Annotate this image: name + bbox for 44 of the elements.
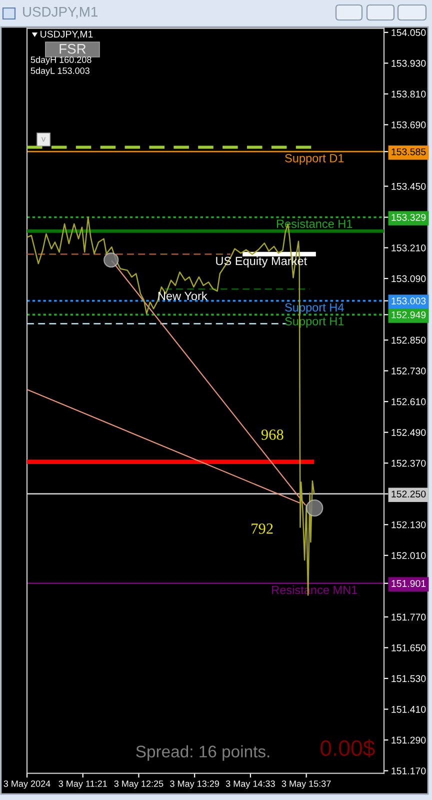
chart-title: USDJPY,M1 bbox=[23, 6, 98, 18]
annotation: 968 bbox=[261, 430, 284, 440]
y-tick-label: 154.050 bbox=[392, 29, 426, 36]
y-tick-label: 152.490 bbox=[392, 429, 426, 436]
y-tick-label: 151.650 bbox=[392, 644, 426, 652]
y-tick-label: 152.610 bbox=[392, 398, 426, 406]
y-tick-label: 152.250 bbox=[392, 490, 426, 498]
y-tick-label: 153.585 bbox=[392, 148, 426, 156]
annotation: FSR bbox=[60, 44, 86, 54]
annotation: v bbox=[41, 137, 46, 142]
annotation: 792 bbox=[252, 524, 273, 534]
annotation: Spread: 16 points. bbox=[136, 745, 270, 761]
x-tick-label: 3 May 15:37 bbox=[282, 780, 331, 789]
x-tick-label: 3 May 13:29 bbox=[170, 780, 220, 789]
x-tick-label: 3 May 2024 bbox=[4, 780, 50, 789]
y-tick-label: 152.370 bbox=[392, 460, 426, 467]
y-tick-label: 152.949 bbox=[392, 311, 426, 318]
y-tick-label: 151.770 bbox=[392, 614, 426, 621]
x-tick-label: 3 May 11:21 bbox=[58, 780, 107, 789]
y-tick-label: 153.003 bbox=[392, 298, 426, 304]
y-tick-label: 151.170 bbox=[392, 767, 426, 774]
ref-line-label: Support D1 bbox=[285, 154, 344, 165]
y-tick-label: 151.901 bbox=[392, 580, 426, 587]
x-tick-label: 3 May 12:25 bbox=[114, 780, 164, 789]
y-tick-label: 153.090 bbox=[392, 275, 426, 282]
annotation: 5dayL 153.003 bbox=[30, 67, 90, 76]
annotation: 0.00$ bbox=[320, 739, 375, 758]
x-tick-label: 3 May 14:33 bbox=[226, 780, 275, 789]
y-tick-label: 153.690 bbox=[392, 121, 426, 128]
annotation: 5dayH 160.208 bbox=[30, 56, 92, 65]
y-tick-label: 152.130 bbox=[392, 521, 426, 528]
y-tick-label: 153.450 bbox=[392, 182, 426, 190]
y-tick-label: 153.329 bbox=[392, 214, 426, 221]
chart-subtitle: USDJPY,M1 bbox=[40, 30, 93, 39]
y-tick-label: 153.930 bbox=[392, 60, 426, 67]
y-tick-label: 152.010 bbox=[392, 552, 426, 560]
y-tick-label: 152.850 bbox=[392, 336, 426, 344]
y-tick-label: 152.730 bbox=[392, 368, 426, 374]
y-tick-label: 151.410 bbox=[392, 706, 426, 713]
y-tick-label: 151.290 bbox=[392, 736, 426, 744]
y-tick-label: 153.210 bbox=[392, 244, 426, 252]
ref-line-label: Resistance H1 bbox=[276, 219, 352, 228]
y-tick-label: 151.530 bbox=[392, 675, 426, 682]
y-tick-label: 153.810 bbox=[392, 90, 426, 98]
